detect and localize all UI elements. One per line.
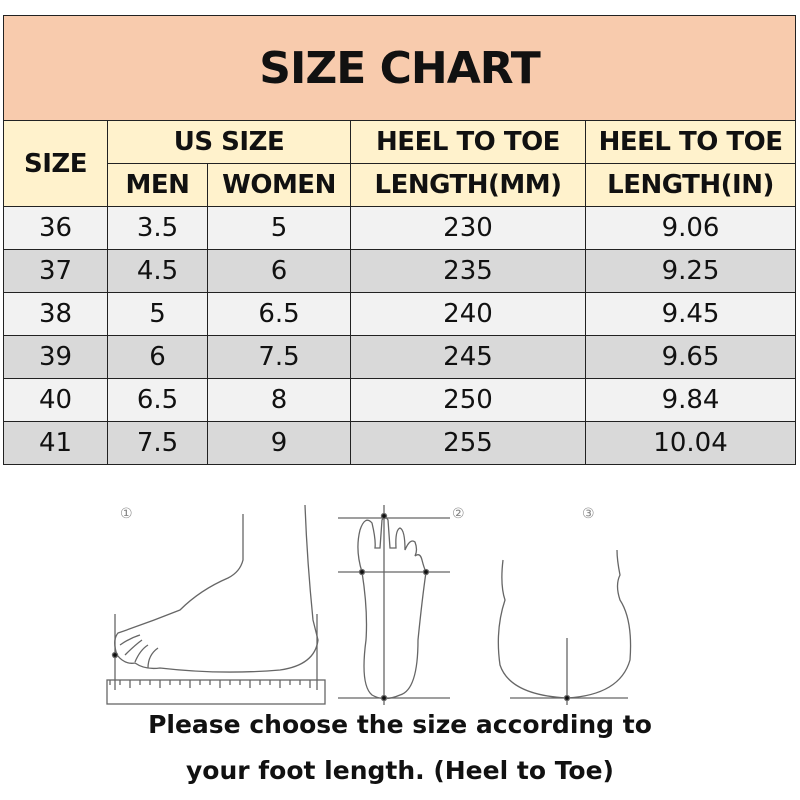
step-1-label: ①: [120, 506, 133, 522]
cell-women: 5: [207, 206, 351, 250]
cell-size: 37: [3, 249, 108, 293]
heel-drawing: [497, 549, 632, 705]
table-row: 41 7.5 9 255 10.04: [3, 421, 797, 465]
header-size: SIZE: [3, 120, 108, 207]
cell-women: 6: [207, 249, 351, 293]
note-line-2: your foot length. (Heel to Toe): [185, 756, 614, 785]
cell-men: 6.5: [107, 378, 208, 422]
cell-size: 38: [3, 292, 108, 336]
note-line-1: Please choose the size according to: [148, 710, 652, 739]
cell-length-mm: 245: [350, 335, 586, 379]
cell-length-in: 9.06: [584, 206, 797, 250]
cell-women: 6.5: [207, 292, 351, 336]
table-row: 40 6.5 8 250 9.84: [3, 378, 797, 422]
cell-length-mm: 255: [350, 421, 586, 465]
cell-men: 6: [107, 335, 208, 379]
foot-measurement-illustration: ① ② ③: [106, 504, 632, 705]
cell-length-in: 10.04: [584, 421, 797, 465]
table-row: 37 4.5 6 235 9.25: [3, 249, 797, 293]
cell-length-in: 9.25: [584, 249, 797, 293]
table-row: 39 6 7.5 245 9.65: [3, 335, 797, 379]
cell-women: 7.5: [207, 335, 351, 379]
cell-length-in: 9.65: [584, 335, 797, 379]
size-chart-table: SIZE CHART SIZE US SIZE HEEL TO TOE HEEL…: [2, 15, 797, 465]
cell-size: 36: [3, 206, 108, 250]
table-row: 38 5 6.5 240 9.45: [3, 292, 797, 336]
header-in-top: HEEL TO TOE: [584, 120, 797, 164]
step-2-label: ②: [452, 506, 465, 522]
cell-size: 41: [3, 421, 108, 465]
cell-men: 3.5: [107, 206, 208, 250]
header-us-size: US SIZE: [107, 120, 351, 164]
cell-length-mm: 230: [350, 206, 586, 250]
header-mm-bottom: LENGTH(MM): [350, 163, 586, 207]
cell-length-mm: 240: [350, 292, 586, 336]
cell-size: 40: [3, 378, 108, 422]
cell-women: 8: [207, 378, 351, 422]
table-row: 36 3.5 5 230 9.06: [3, 206, 797, 250]
cell-men: 5: [107, 292, 208, 336]
cell-length-in: 9.84: [584, 378, 797, 422]
header-women: WOMEN: [207, 163, 351, 207]
chart-title: SIZE CHART: [2, 15, 797, 121]
cell-size: 39: [3, 335, 108, 379]
cell-men: 7.5: [107, 421, 208, 465]
cell-length-mm: 235: [350, 249, 586, 293]
cell-length-mm: 250: [350, 378, 586, 422]
cell-men: 4.5: [107, 249, 208, 293]
header-in-bottom: LENGTH(IN): [584, 163, 797, 207]
cell-length-in: 9.45: [584, 292, 797, 336]
side-foot-drawing: [106, 504, 326, 705]
step-3-label: ③: [582, 506, 595, 522]
header-mm-top: HEEL TO TOE: [350, 120, 586, 164]
cell-women: 9: [207, 421, 351, 465]
header-men: MEN: [107, 163, 208, 207]
top-foot-drawing: [338, 505, 450, 705]
